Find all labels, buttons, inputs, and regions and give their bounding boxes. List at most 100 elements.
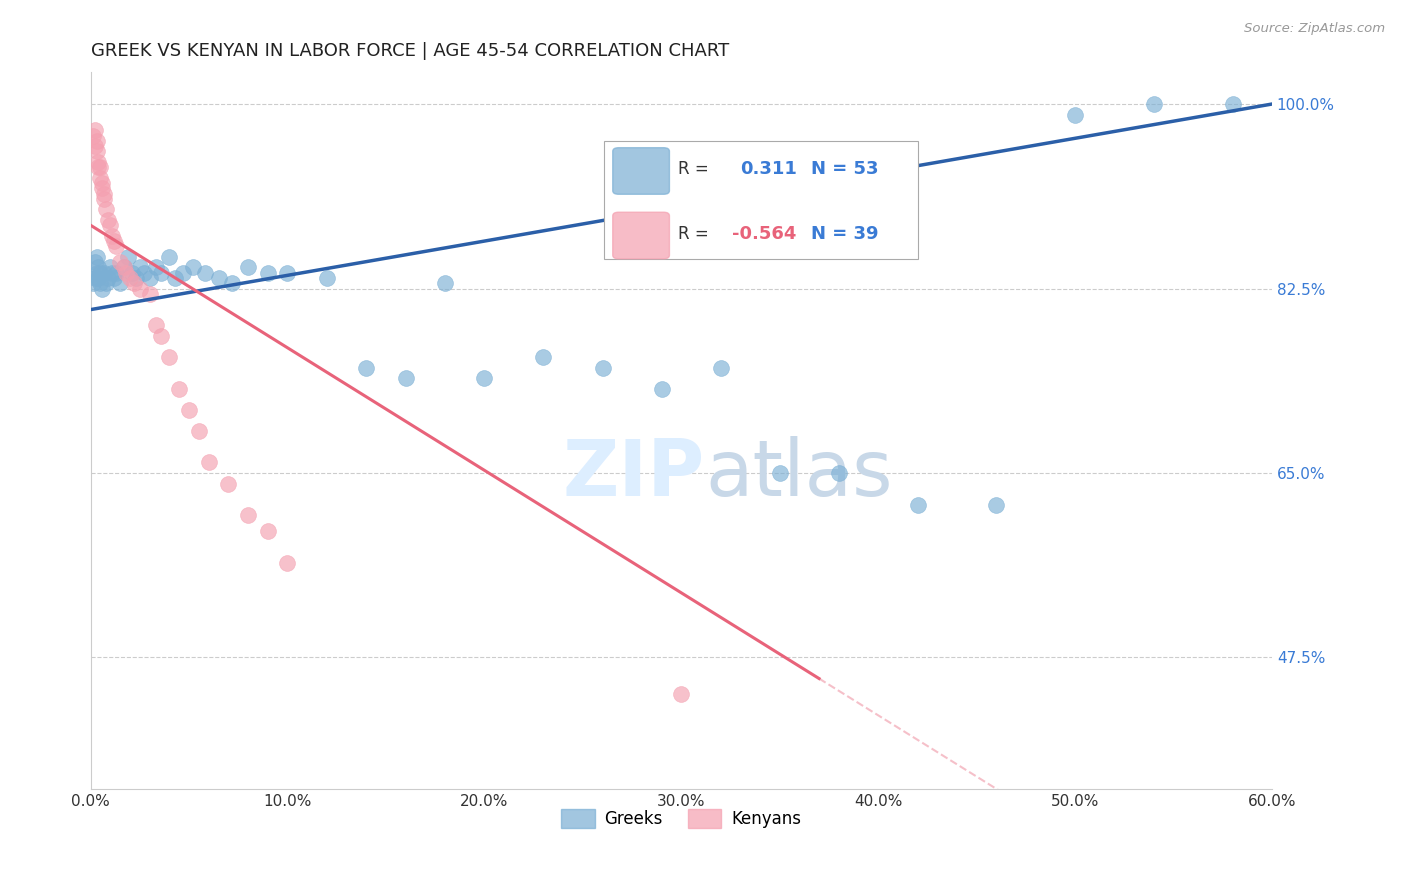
Point bbox=[907, 498, 929, 512]
FancyBboxPatch shape bbox=[605, 141, 918, 259]
Point bbox=[98, 219, 121, 233]
Point bbox=[157, 350, 180, 364]
Point bbox=[122, 277, 145, 291]
Point bbox=[103, 271, 125, 285]
Point bbox=[1143, 97, 1166, 112]
Point bbox=[89, 266, 111, 280]
Point bbox=[91, 176, 114, 190]
Point bbox=[167, 382, 190, 396]
Point bbox=[150, 266, 173, 280]
Point bbox=[101, 266, 124, 280]
Text: R =: R = bbox=[678, 161, 709, 178]
Point bbox=[89, 161, 111, 175]
Point bbox=[434, 277, 457, 291]
Point bbox=[82, 277, 104, 291]
Point bbox=[87, 271, 110, 285]
Point bbox=[105, 239, 128, 253]
Point bbox=[117, 250, 139, 264]
Point bbox=[145, 260, 167, 275]
Point bbox=[474, 371, 496, 385]
Point bbox=[138, 286, 160, 301]
Point bbox=[187, 424, 209, 438]
Point bbox=[276, 266, 298, 280]
Point bbox=[83, 255, 105, 269]
Point bbox=[236, 508, 259, 523]
Point bbox=[177, 402, 200, 417]
Point bbox=[651, 382, 673, 396]
Text: 0.311: 0.311 bbox=[741, 161, 797, 178]
Point bbox=[118, 271, 141, 285]
Point bbox=[93, 192, 115, 206]
Point bbox=[221, 277, 243, 291]
Point bbox=[121, 266, 143, 280]
Point bbox=[83, 123, 105, 137]
Point bbox=[354, 360, 377, 375]
Point bbox=[87, 260, 110, 275]
Point bbox=[103, 234, 125, 248]
Point bbox=[87, 161, 110, 175]
Point bbox=[197, 455, 219, 469]
Point bbox=[256, 524, 278, 538]
FancyBboxPatch shape bbox=[613, 148, 669, 194]
Text: GREEK VS KENYAN IN LABOR FORCE | AGE 45-54 CORRELATION CHART: GREEK VS KENYAN IN LABOR FORCE | AGE 45-… bbox=[90, 42, 728, 60]
Point bbox=[1064, 107, 1087, 121]
Point bbox=[91, 281, 114, 295]
Point bbox=[91, 181, 114, 195]
Point bbox=[83, 139, 105, 153]
Point bbox=[108, 277, 131, 291]
Point bbox=[83, 271, 105, 285]
Point bbox=[128, 281, 150, 295]
Point bbox=[986, 498, 1008, 512]
Text: atlas: atlas bbox=[704, 436, 893, 512]
Point bbox=[86, 145, 108, 159]
Point bbox=[256, 266, 278, 280]
Point bbox=[125, 271, 148, 285]
Point bbox=[97, 271, 120, 285]
Point bbox=[828, 466, 851, 480]
Point bbox=[592, 360, 614, 375]
Point bbox=[132, 266, 155, 280]
Point bbox=[710, 360, 733, 375]
Point bbox=[112, 260, 135, 275]
Point bbox=[671, 687, 693, 701]
Point bbox=[89, 277, 111, 291]
Text: R =: R = bbox=[678, 225, 709, 243]
FancyBboxPatch shape bbox=[613, 212, 669, 259]
Point bbox=[236, 260, 259, 275]
Point bbox=[533, 350, 555, 364]
Text: ZIP: ZIP bbox=[562, 436, 704, 512]
Point bbox=[194, 266, 217, 280]
Point bbox=[93, 266, 115, 280]
Text: N = 39: N = 39 bbox=[811, 225, 879, 243]
Point bbox=[165, 271, 187, 285]
Point bbox=[96, 202, 118, 217]
Point bbox=[108, 255, 131, 269]
Point bbox=[101, 228, 124, 243]
Point bbox=[315, 271, 337, 285]
Point bbox=[87, 155, 110, 169]
Point bbox=[138, 271, 160, 285]
Point bbox=[93, 186, 115, 201]
Point bbox=[97, 213, 120, 227]
Point bbox=[150, 329, 173, 343]
Point bbox=[769, 466, 792, 480]
Point bbox=[89, 170, 111, 185]
Point bbox=[276, 556, 298, 570]
Point bbox=[172, 266, 194, 280]
Text: N = 53: N = 53 bbox=[811, 161, 879, 178]
Point bbox=[86, 250, 108, 264]
Point bbox=[217, 476, 239, 491]
Legend: Greeks, Kenyans: Greeks, Kenyans bbox=[554, 802, 808, 835]
Text: Source: ZipAtlas.com: Source: ZipAtlas.com bbox=[1244, 22, 1385, 36]
Point bbox=[181, 260, 204, 275]
Point bbox=[112, 260, 135, 275]
Point bbox=[1222, 97, 1244, 112]
Point bbox=[98, 260, 121, 275]
Point bbox=[82, 128, 104, 143]
Point bbox=[96, 277, 118, 291]
Point bbox=[115, 266, 138, 280]
Text: -0.564: -0.564 bbox=[733, 225, 796, 243]
Point bbox=[157, 250, 180, 264]
Point bbox=[86, 134, 108, 148]
Point bbox=[86, 266, 108, 280]
